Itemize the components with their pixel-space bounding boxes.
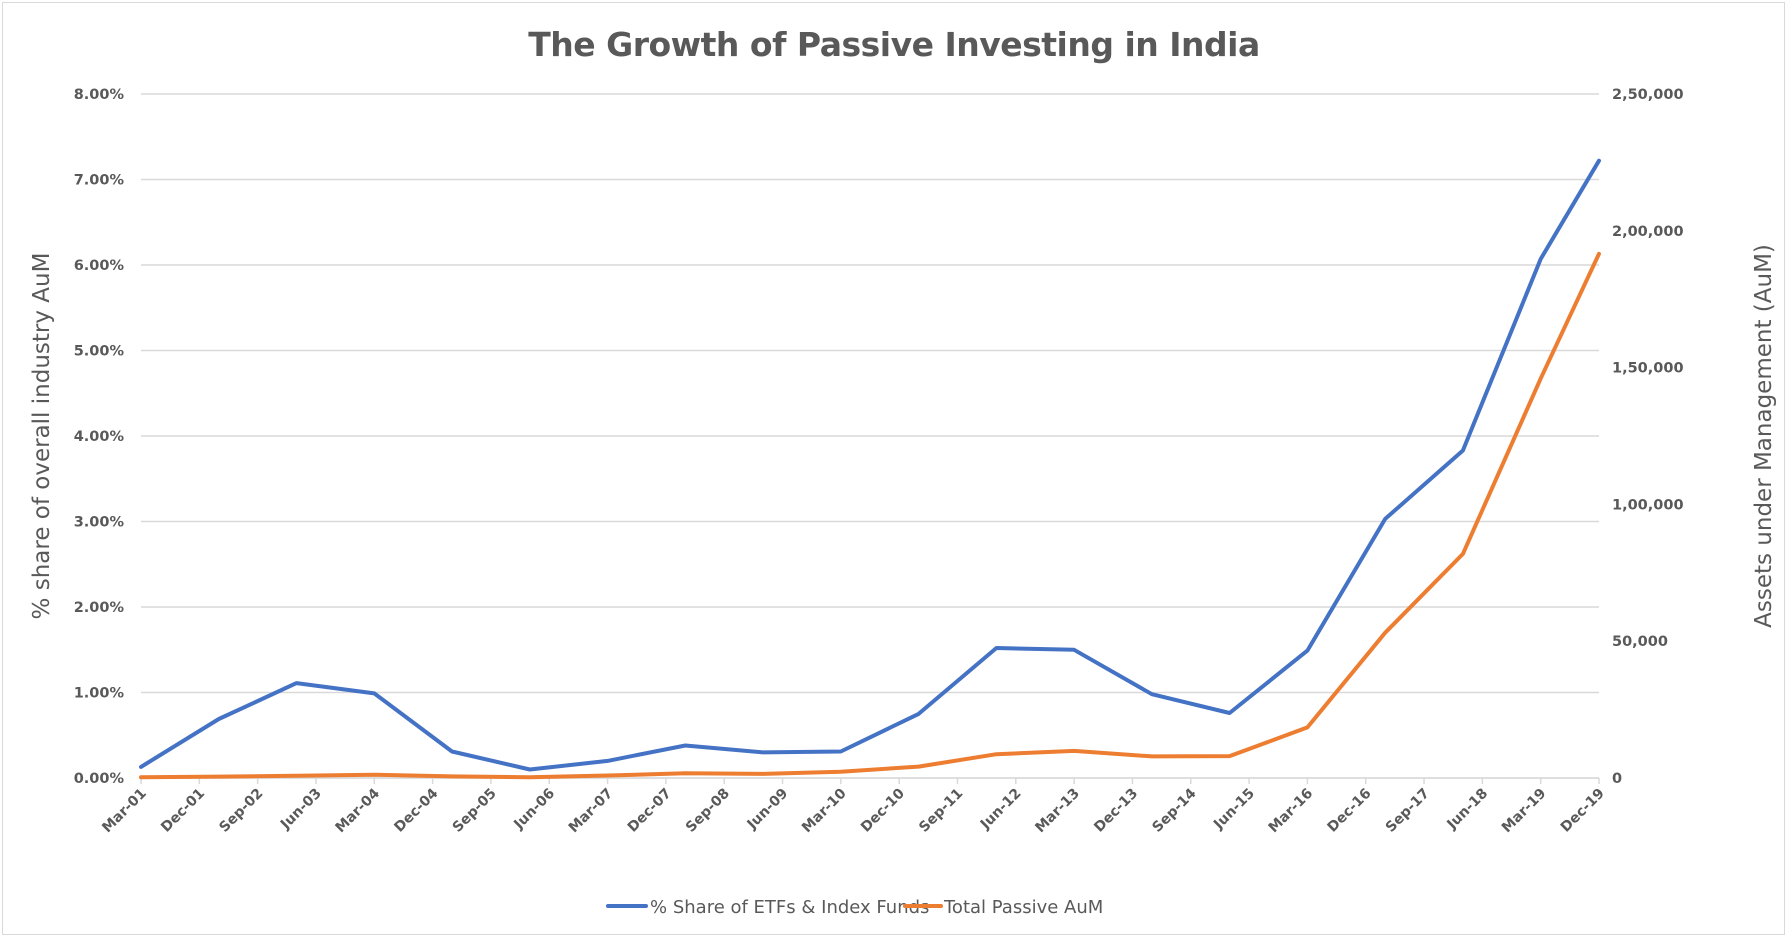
- y-tick-label: 6.00%: [74, 258, 125, 274]
- legend-label-share[interactable]: % Share of ETFs & Index Funds: [650, 897, 929, 918]
- y-tick-label: 1.00%: [74, 686, 125, 702]
- series: [139, 158, 1601, 780]
- y-axis-right: 0 50,000 1,00,000 1,50,000 2,00,000 2,50,000: [1612, 87, 1684, 787]
- x-tick-label: Sep-17: [1383, 786, 1433, 836]
- y-tick-label: 0.00%: [74, 771, 125, 787]
- y-tick-label: 2.00%: [74, 600, 125, 616]
- x-tick-label: Mar-04: [332, 785, 383, 836]
- x-tick-label: Sep-05: [450, 786, 500, 836]
- chart-title: The Growth of Passive Investing in India: [528, 25, 1259, 64]
- x-tick-label: Jun-09: [744, 786, 792, 834]
- x-tick-label: Mar-01: [99, 786, 150, 837]
- x-tick-label: Mar-13: [1032, 786, 1083, 837]
- y-axis-right-title: Assets under Management (AuM): [1751, 244, 1777, 628]
- x-tick-label: Jun-03: [277, 786, 325, 834]
- y2-tick-label: 0: [1612, 771, 1622, 787]
- y-tick-label: 5.00%: [74, 344, 125, 360]
- y-axis-left-title: % share of overall industry AuM: [29, 253, 55, 620]
- x-tick-label: Jun-15: [1210, 786, 1258, 834]
- x-tick-label: Sep-14: [1149, 785, 1199, 835]
- x-tick-label: Mar-19: [1499, 786, 1550, 837]
- x-tick-label: Sep-02: [216, 786, 266, 836]
- x-tick-label: Mar-16: [1266, 786, 1317, 837]
- x-tick-label: Jun-06: [510, 786, 558, 834]
- x-tick-label: Dec-10: [858, 785, 908, 835]
- y-tick-label: 3.00%: [74, 515, 125, 531]
- y-tick-label: 4.00%: [74, 429, 125, 445]
- x-tick-label: Dec-07: [625, 786, 675, 836]
- y2-tick-label: 50,000: [1612, 634, 1668, 650]
- x-tick-label: Mar-07: [566, 786, 617, 837]
- x-tick-label: Dec-19: [1558, 786, 1608, 836]
- x-tick-label: Jun-18: [1444, 786, 1492, 834]
- gridlines: [141, 93, 1599, 779]
- x-tick-label: Sep-11: [916, 786, 966, 836]
- x-tick-label: Jun-12: [977, 786, 1025, 834]
- series-line-aum: [139, 251, 1601, 780]
- y-axis-left: 0.00% 1.00% 2.00% 3.00% 4.00% 5.00% 6.00% 7.00%…: [74, 87, 125, 787]
- y-tick-label: 8.00%: [74, 87, 125, 103]
- x-tick-label: Sep-08: [683, 786, 733, 836]
- x-tick-label: Dec-01: [158, 786, 208, 836]
- series-line-share: [139, 158, 1601, 772]
- x-tick-label: Dec-04: [391, 785, 441, 835]
- y-tick-label: 7.00%: [74, 173, 125, 189]
- legend: % Share of ETFs & Index Funds Total Pass…: [606, 897, 1103, 918]
- x-tick-label: Dec-16: [1325, 786, 1375, 836]
- legend-label-aum[interactable]: Total Passive AuM: [943, 897, 1103, 918]
- y2-tick-label: 2,50,000: [1612, 87, 1684, 103]
- y2-tick-label: 1,50,000: [1612, 361, 1684, 377]
- x-axis: Mar-01 Dec-01 Sep-02 Jun-03 Mar-04 Dec-04 Sep-…: [99, 777, 1608, 837]
- y2-tick-label: 1,00,000: [1612, 497, 1684, 513]
- x-tick-label: Mar-10: [799, 785, 850, 836]
- x-tick-label: Dec-13: [1091, 786, 1141, 836]
- y2-tick-label: 2,00,000: [1612, 224, 1684, 240]
